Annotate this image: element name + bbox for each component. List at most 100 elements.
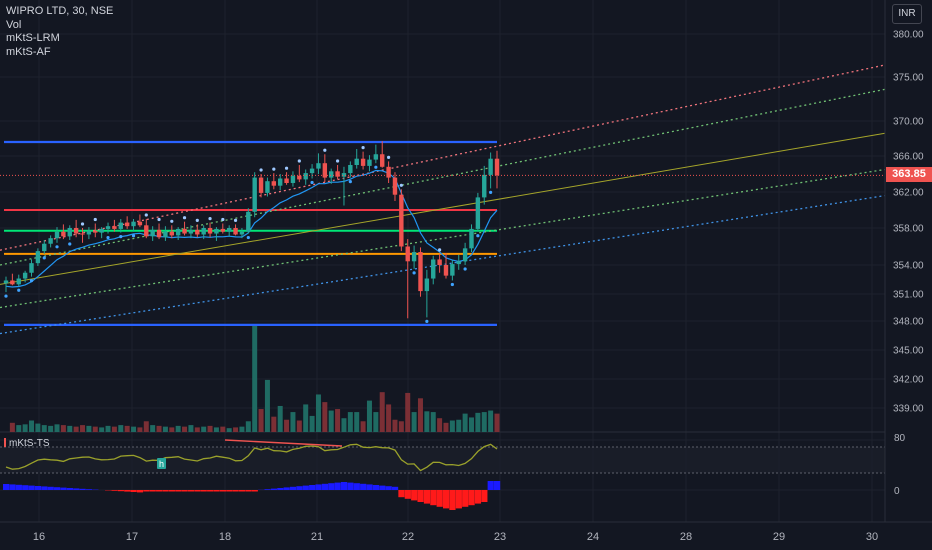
- af-dot: [144, 213, 148, 217]
- candle-body: [405, 246, 410, 262]
- histogram-bar: [3, 484, 10, 490]
- histogram-bar: [28, 485, 35, 490]
- volume-bar: [386, 404, 392, 432]
- legend-lrm[interactable]: mKtS-LRM: [6, 32, 60, 44]
- candle-body: [348, 165, 353, 174]
- time-tick-label: 29: [773, 531, 785, 543]
- candle-body: [482, 174, 487, 198]
- histogram-bar: [481, 490, 488, 502]
- channel-mid: [0, 132, 886, 285]
- candle-body: [16, 278, 21, 285]
- legend-af[interactable]: mKtS-AF: [6, 45, 51, 58]
- volume-bar: [494, 413, 500, 432]
- volume-bar: [80, 425, 86, 432]
- histogram-bar: [487, 481, 494, 490]
- af-dot: [272, 167, 276, 171]
- candle-body: [207, 228, 213, 234]
- af-dot: [93, 217, 97, 222]
- candle-body: [118, 222, 123, 229]
- candle-body: [303, 173, 308, 180]
- volume-bar: [105, 425, 111, 432]
- candle-body: [411, 252, 417, 262]
- histogram-bar: [264, 489, 271, 490]
- volume-bar: [430, 412, 436, 432]
- legend-vol[interactable]: Vol: [6, 18, 22, 31]
- candle-body: [150, 229, 155, 237]
- candle-body: [29, 263, 34, 273]
- candle-body: [99, 228, 104, 233]
- legend-symbol[interactable]: WIPRO LTD, 30, NSE: [6, 5, 114, 17]
- volume-bar: [73, 426, 79, 432]
- af-dot: [476, 234, 480, 238]
- histogram-bar: [168, 490, 175, 492]
- volume-bar: [54, 424, 60, 432]
- candle-body: [297, 175, 302, 180]
- histogram-bar: [315, 484, 322, 490]
- volume-bar: [488, 410, 494, 432]
- histogram-bar: [34, 486, 42, 490]
- time-tick-label: 28: [680, 531, 692, 543]
- volume-bar: [417, 398, 423, 432]
- volume-bar: [29, 420, 35, 432]
- time-tick-label: 18: [219, 531, 231, 543]
- volume-bar: [411, 412, 417, 432]
- volume-bar: [162, 426, 168, 432]
- histogram-bar: [462, 490, 469, 507]
- candle-body: [188, 229, 194, 234]
- candle-body: [175, 228, 181, 236]
- volume-bar: [111, 426, 117, 432]
- histogram-bar: [245, 490, 252, 492]
- candle-body: [246, 211, 251, 232]
- volume-bar: [328, 410, 334, 432]
- histogram-bar: [494, 481, 501, 490]
- candle-body: [469, 228, 474, 249]
- af-dot: [131, 234, 136, 238]
- af-dot: [259, 168, 263, 172]
- volume-bar: [131, 426, 137, 432]
- histogram-bar: [187, 490, 195, 492]
- candle-body: [220, 228, 226, 232]
- histogram-bar: [334, 482, 341, 490]
- sub-indicator-label[interactable]: mKtS-TS: [4, 438, 50, 449]
- volume-bar: [309, 415, 315, 432]
- price-tick-label: 358.00: [893, 224, 924, 235]
- volume-bar: [379, 392, 385, 432]
- price-tick-label: 375.00: [893, 73, 924, 84]
- price-tick-label: 342.00: [893, 375, 924, 386]
- af-dot: [438, 248, 442, 252]
- histogram-bar: [309, 485, 316, 490]
- price-tick-label: 348.00: [893, 317, 924, 328]
- candle-body: [48, 238, 53, 244]
- volume-bar: [220, 426, 226, 432]
- histogram-bar: [136, 490, 144, 493]
- candle-body: [131, 221, 136, 227]
- candle-body: [137, 221, 143, 226]
- currency-button[interactable]: INR: [892, 4, 922, 24]
- candle-body: [73, 228, 79, 234]
- candle-body: [424, 278, 430, 292]
- histogram-bar: [47, 486, 54, 490]
- candle-body: [144, 225, 149, 237]
- af-dot: [246, 235, 250, 240]
- volume-bar: [456, 419, 462, 432]
- candle-body: [124, 222, 130, 227]
- histogram-bar: [449, 490, 456, 510]
- histogram-bar: [277, 488, 284, 490]
- histogram-bar: [73, 488, 80, 490]
- histogram-bar: [366, 484, 373, 490]
- histogram-bar: [200, 490, 207, 492]
- histogram-bar: [385, 486, 392, 490]
- volume-bar: [264, 379, 270, 432]
- candle-body: [462, 248, 468, 262]
- histogram-bar: [251, 490, 258, 492]
- volume-bar: [182, 426, 188, 432]
- volume-bar: [405, 392, 411, 432]
- volume-bar: [424, 411, 430, 432]
- histogram-bar: [296, 486, 303, 490]
- price-tick-label: 370.00: [893, 117, 924, 128]
- candle-body: [418, 252, 423, 292]
- candle-body: [431, 259, 436, 279]
- candle-body: [380, 154, 385, 167]
- candle-body: [10, 280, 15, 285]
